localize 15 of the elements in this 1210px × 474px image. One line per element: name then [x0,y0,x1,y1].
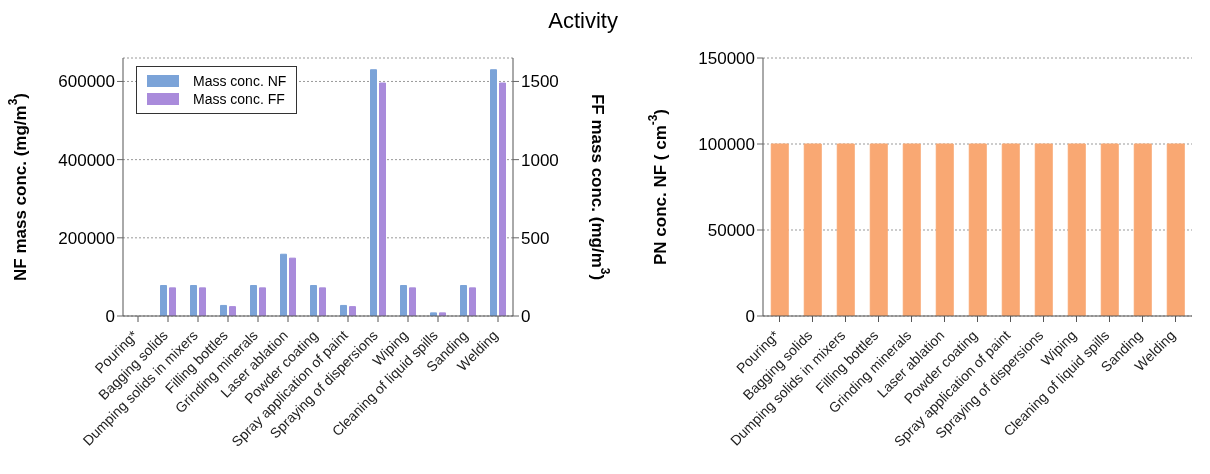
legend-label: Mass conc. FF [193,91,285,107]
y-tick-label: 600000 [58,72,115,92]
y-tick-label: 50000 [707,221,755,241]
y-tick-label: 200000 [58,228,115,248]
y2-tick-label: 0 [521,307,531,327]
y-tick-label: 0 [745,307,755,327]
y-tick-label: 150000 [698,49,755,69]
y2-tick-label: 1500 [521,72,559,92]
legend-label: Mass conc. NF [193,73,287,89]
text: Activity [547,8,618,34]
y2-tick-label: 500 [521,228,550,248]
y-tick-label: 100000 [698,135,755,155]
y-tick-label: 400000 [58,150,115,170]
y-tick-label: 0 [105,307,115,327]
y2-tick-label: 1000 [521,150,559,170]
